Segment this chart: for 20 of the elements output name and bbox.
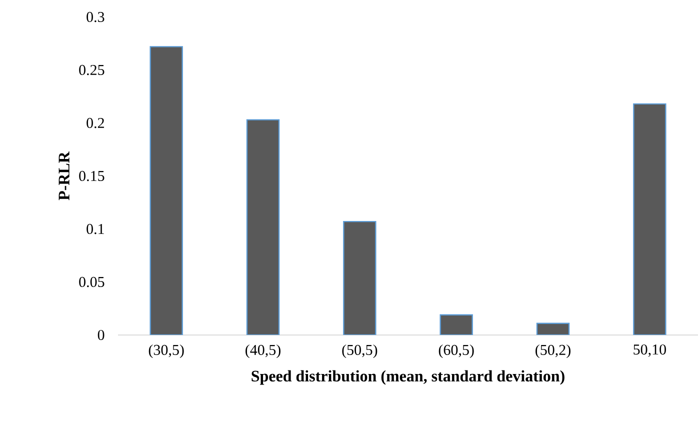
bar [150, 46, 183, 335]
bar [343, 220, 376, 335]
y-tick-label: 0.2 [86, 118, 104, 128]
x-tick-label: 50,10 [634, 344, 666, 357]
x-axis-title: Speed distribution (mean, standard deviation) [252, 370, 564, 385]
y-tick-label: 0.25 [79, 64, 104, 76]
bar [440, 314, 473, 335]
y-tick-label: 0 [98, 330, 104, 340]
bar [246, 119, 280, 335]
y-tick-label: 0.3 [86, 12, 104, 22]
x-tick-label: (30,5) [148, 344, 184, 358]
y-tick-label: 0.1 [86, 224, 104, 234]
bar [633, 103, 666, 335]
y-tick-label: 0.15 [79, 170, 104, 182]
y-tick-label: 0.05 [79, 276, 104, 288]
x-tick-label: (40,5) [246, 344, 280, 358]
x-tick-label: (50,5) [342, 344, 378, 358]
x-tick-label: (50,2) [536, 344, 570, 358]
y-axis-title: P-RLR [58, 151, 70, 200]
x-tick-label: (60,5) [438, 344, 474, 358]
